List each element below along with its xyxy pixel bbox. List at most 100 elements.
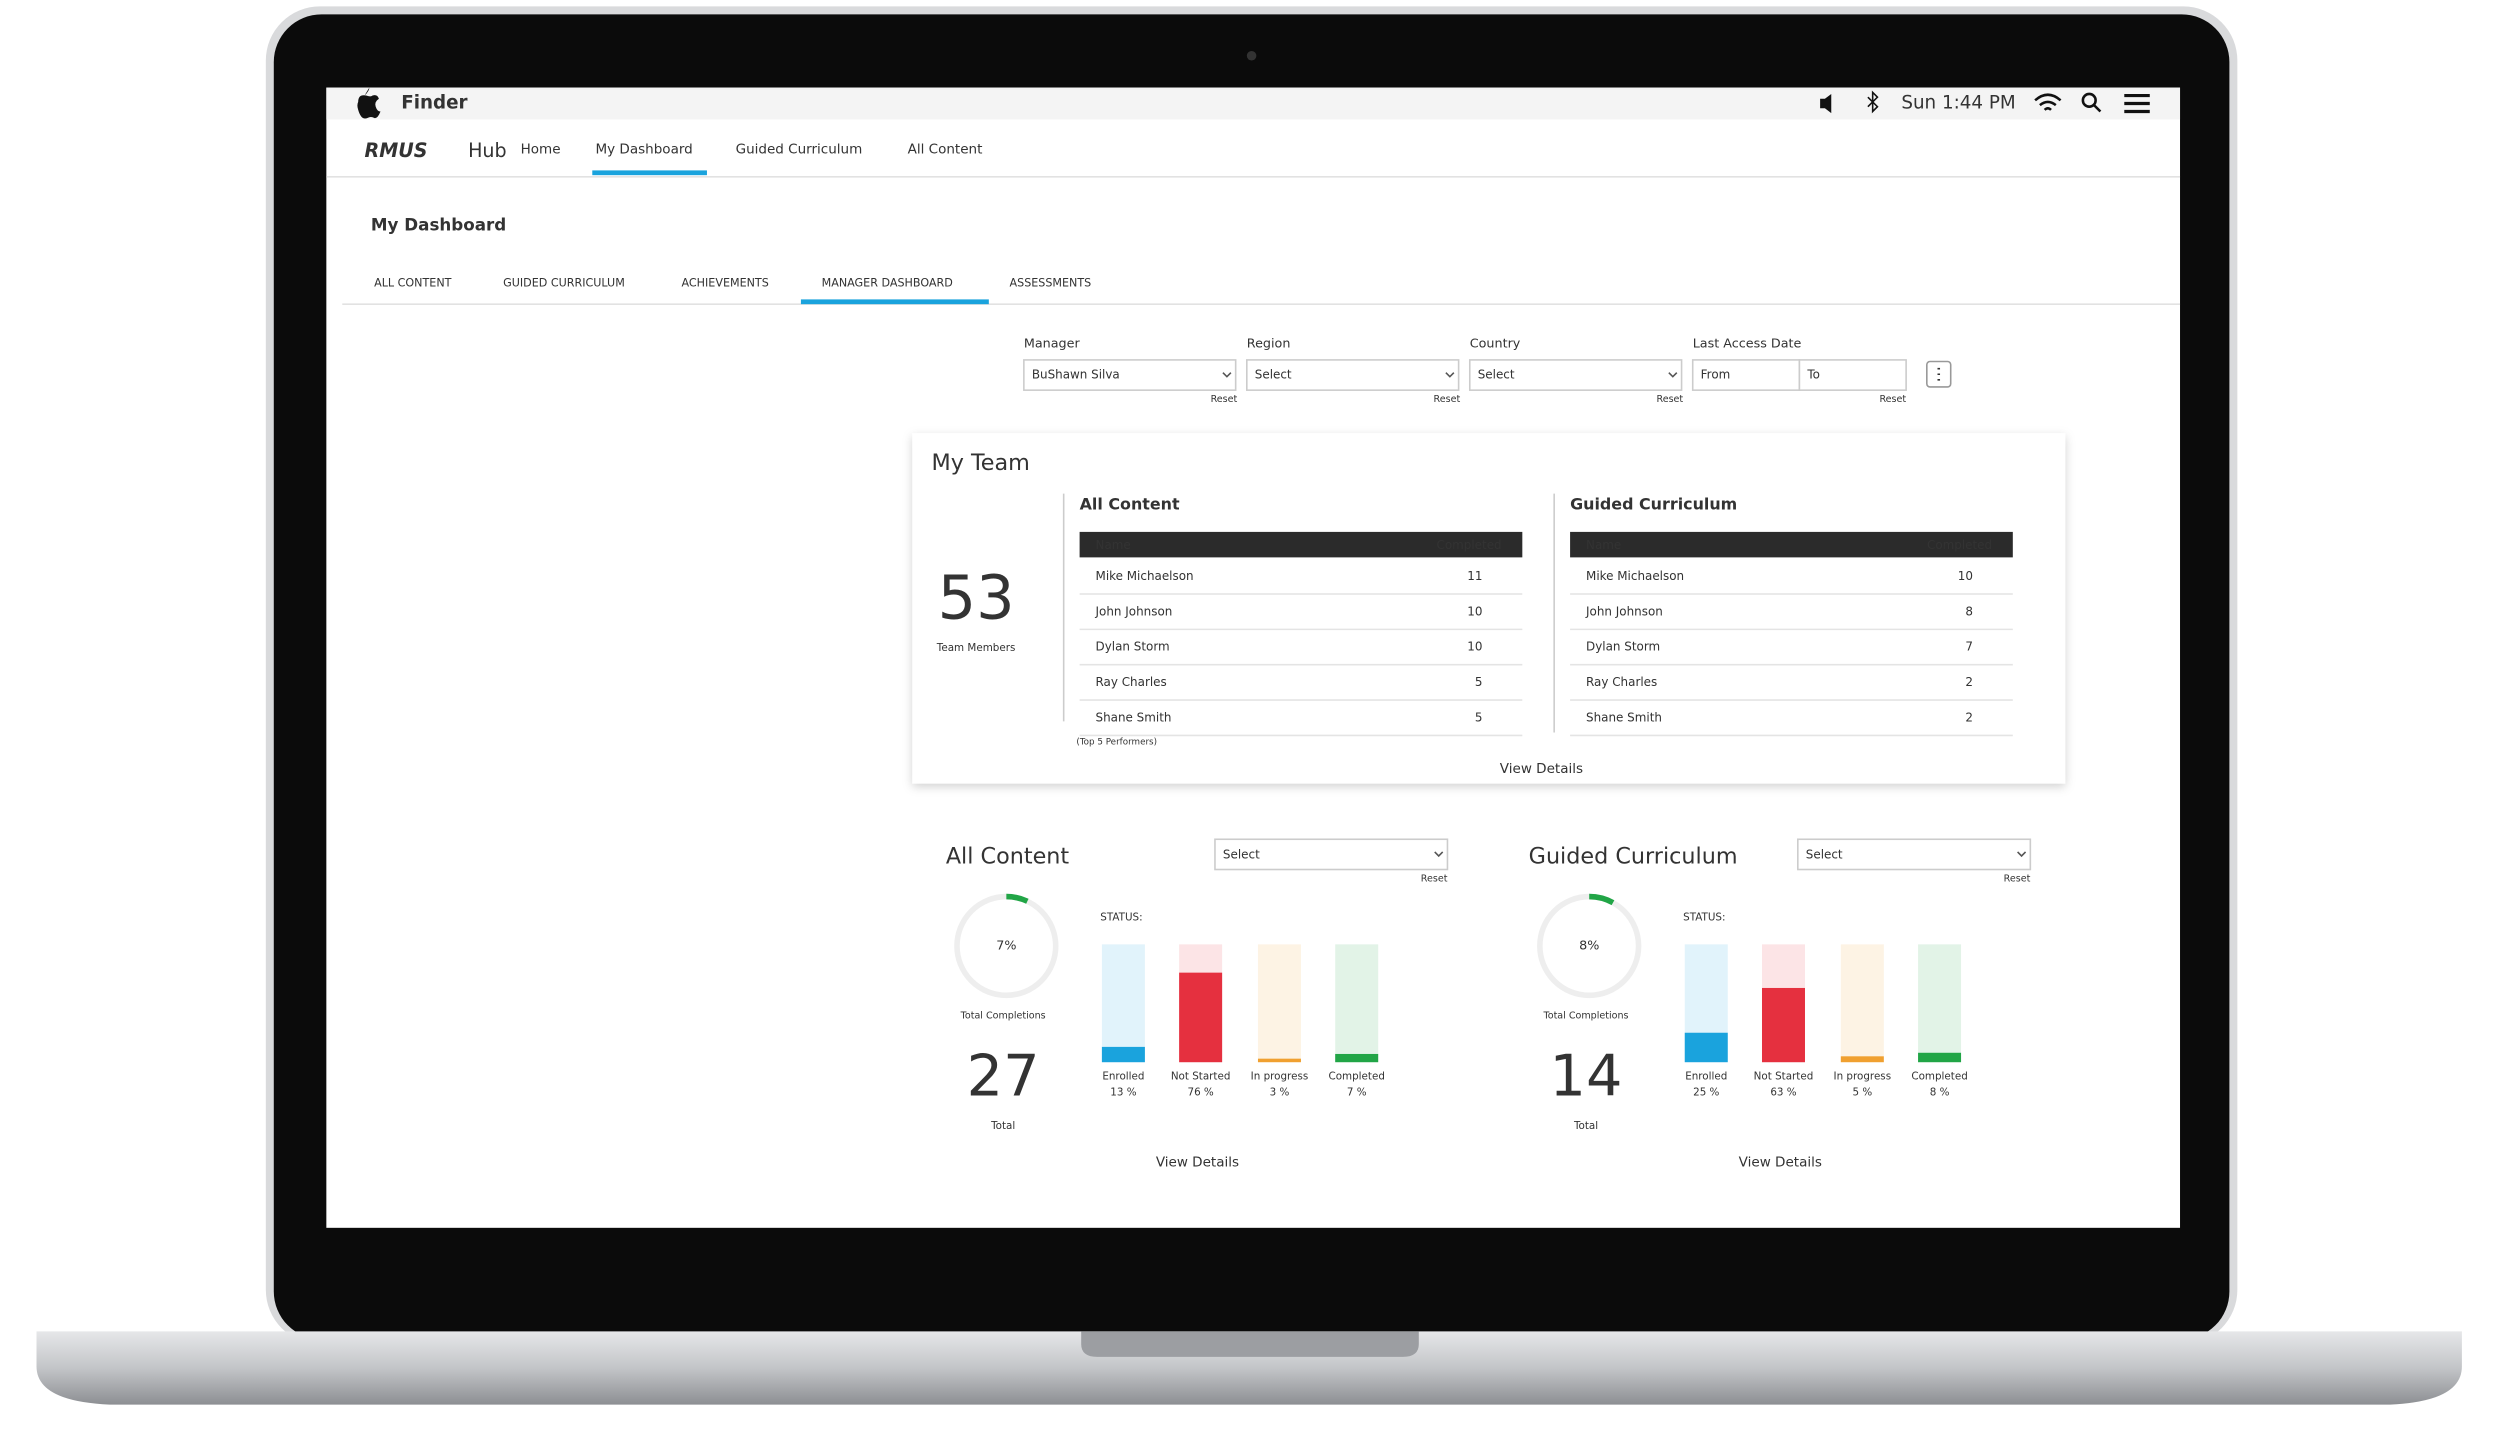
member-name: Shane Smith	[1096, 710, 1172, 724]
tab[interactable]: GUIDED CURRICULUM	[503, 276, 625, 289]
completed-count: 10	[1958, 569, 1973, 583]
logo-sub: Hub	[468, 139, 507, 162]
select-caret	[1668, 372, 1678, 378]
status-percent: 25 %	[1693, 1086, 1719, 1098]
search-icon[interactable]	[2081, 92, 2097, 108]
status-name: Enrolled	[1685, 1071, 1727, 1083]
team-title: My Team	[931, 450, 1029, 476]
view-details[interactable]: View Details	[1739, 1155, 1822, 1171]
menubar-app[interactable]: Finder	[401, 93, 467, 114]
filter-value: BuShawn Silva	[1032, 368, 1120, 382]
panel-title: All Content	[946, 843, 1070, 869]
view-details[interactable]: View Details	[1156, 1155, 1239, 1171]
status-title: STATUS:	[1683, 911, 1725, 923]
date-from[interactable]	[1691, 359, 1801, 391]
filter-select[interactable]	[1468, 359, 1683, 391]
status-name: Not Started	[1754, 1071, 1814, 1083]
menubar-clock: Sun 1:44 PM	[1901, 93, 2015, 114]
filter-value: Select	[1478, 368, 1515, 382]
panel-title: Guided Curriculum	[1529, 843, 1738, 869]
filter-label: Country	[1470, 336, 1521, 351]
logo[interactable]: RMUS	[365, 139, 428, 162]
tab[interactable]: ACHIEVEMENTS	[681, 276, 768, 289]
status-bar	[1918, 1052, 1962, 1063]
total-label: Total	[1573, 1120, 1598, 1132]
volume-icon[interactable]	[1820, 93, 1832, 114]
tab[interactable]: MANAGER DASHBOARD	[822, 276, 953, 289]
filter-label: Region	[1247, 336, 1291, 351]
completion-percent: 7%	[996, 938, 1016, 953]
total-count: 14	[1550, 1042, 1623, 1109]
panel-select[interactable]	[1214, 838, 1449, 871]
column-header: Name	[1096, 538, 1131, 552]
filter-label: Last Access Date	[1693, 336, 1802, 351]
apple-icon[interactable]	[357, 87, 381, 119]
nav-link[interactable]: My Dashboard	[595, 142, 692, 158]
status-name: Completed	[1328, 1071, 1384, 1083]
status-bar	[1179, 972, 1223, 1063]
nav-active-underline	[592, 170, 707, 176]
team-card	[912, 433, 2066, 784]
nav-link[interactable]: Home	[521, 142, 561, 158]
member-name: Dylan Storm	[1586, 640, 1660, 654]
reset-link[interactable]: Reset	[1211, 394, 1238, 405]
completed-count: 8	[1965, 604, 1973, 618]
panel-select-value: Select	[1806, 848, 1843, 862]
completed-count: 7	[1965, 640, 1973, 654]
status-bar	[1257, 1058, 1301, 1063]
status-percent: 63 %	[1770, 1086, 1796, 1098]
completed-count: 10	[1467, 604, 1482, 618]
wifi-icon[interactable]	[2034, 93, 2062, 111]
panel-select[interactable]	[1797, 838, 2032, 871]
member-name: Dylan Storm	[1096, 640, 1170, 654]
completed-count: 2	[1965, 675, 1973, 689]
status-bar	[1761, 987, 1805, 1063]
reset-link[interactable]: Reset	[1434, 394, 1461, 405]
status-name: Completed	[1911, 1071, 1967, 1083]
date-from-text: From	[1701, 368, 1731, 382]
panel-select-value: Select	[1223, 848, 1260, 862]
completed-count: 5	[1475, 710, 1483, 724]
laptop-base	[36, 1331, 2462, 1405]
menu-icon[interactable]	[2124, 93, 2150, 114]
date-to-text: To	[1806, 368, 1820, 382]
nav-link[interactable]: Guided Curriculum	[736, 142, 863, 158]
bluetooth-icon[interactable]	[1867, 90, 1879, 114]
tab[interactable]: ALL CONTENT	[374, 276, 452, 289]
status-bar	[1840, 1056, 1884, 1063]
select-caret	[1434, 851, 1444, 858]
filter-select[interactable]	[1246, 359, 1460, 391]
reset-link[interactable]: Reset	[1421, 874, 1448, 885]
completion-label: Total Completions	[960, 1011, 1046, 1022]
table-header	[1079, 531, 1523, 558]
member-name: Ray Charles	[1096, 675, 1167, 689]
status-percent: 3 %	[1270, 1086, 1290, 1098]
team-count: 53	[938, 564, 1015, 634]
member-name: Mike Michaelson	[1096, 569, 1194, 583]
view-details[interactable]: View Details	[1500, 761, 1583, 777]
status-bar	[1101, 1046, 1145, 1063]
completed-count: 10	[1467, 640, 1482, 654]
completed-count: 11	[1467, 569, 1482, 583]
base-notch	[1081, 1331, 1419, 1357]
filter-select[interactable]	[1023, 359, 1237, 391]
tab-active-underline	[800, 299, 989, 305]
reset-link[interactable]: Reset	[2004, 874, 2031, 885]
member-name: Ray Charles	[1586, 675, 1657, 689]
select-caret	[1445, 372, 1455, 378]
donut-arc	[954, 893, 1059, 999]
bar-track	[1840, 944, 1884, 1063]
reset-link[interactable]: Reset	[1656, 394, 1683, 405]
nav-link[interactable]: All Content	[908, 142, 983, 158]
bar-track	[1335, 944, 1379, 1063]
completed-count: 2	[1965, 710, 1973, 724]
select-caret	[2017, 851, 2027, 858]
member-name: Shane Smith	[1586, 710, 1662, 724]
status-name: In progress	[1834, 1071, 1892, 1083]
table-title: Guided Curriculum	[1570, 494, 1737, 513]
page-title: My Dashboard	[371, 215, 506, 235]
reset-link[interactable]: Reset	[1879, 394, 1906, 405]
completion-percent: 8%	[1579, 938, 1599, 953]
tab[interactable]: ASSESSMENTS	[1010, 276, 1092, 289]
date-to[interactable]	[1798, 359, 1907, 391]
